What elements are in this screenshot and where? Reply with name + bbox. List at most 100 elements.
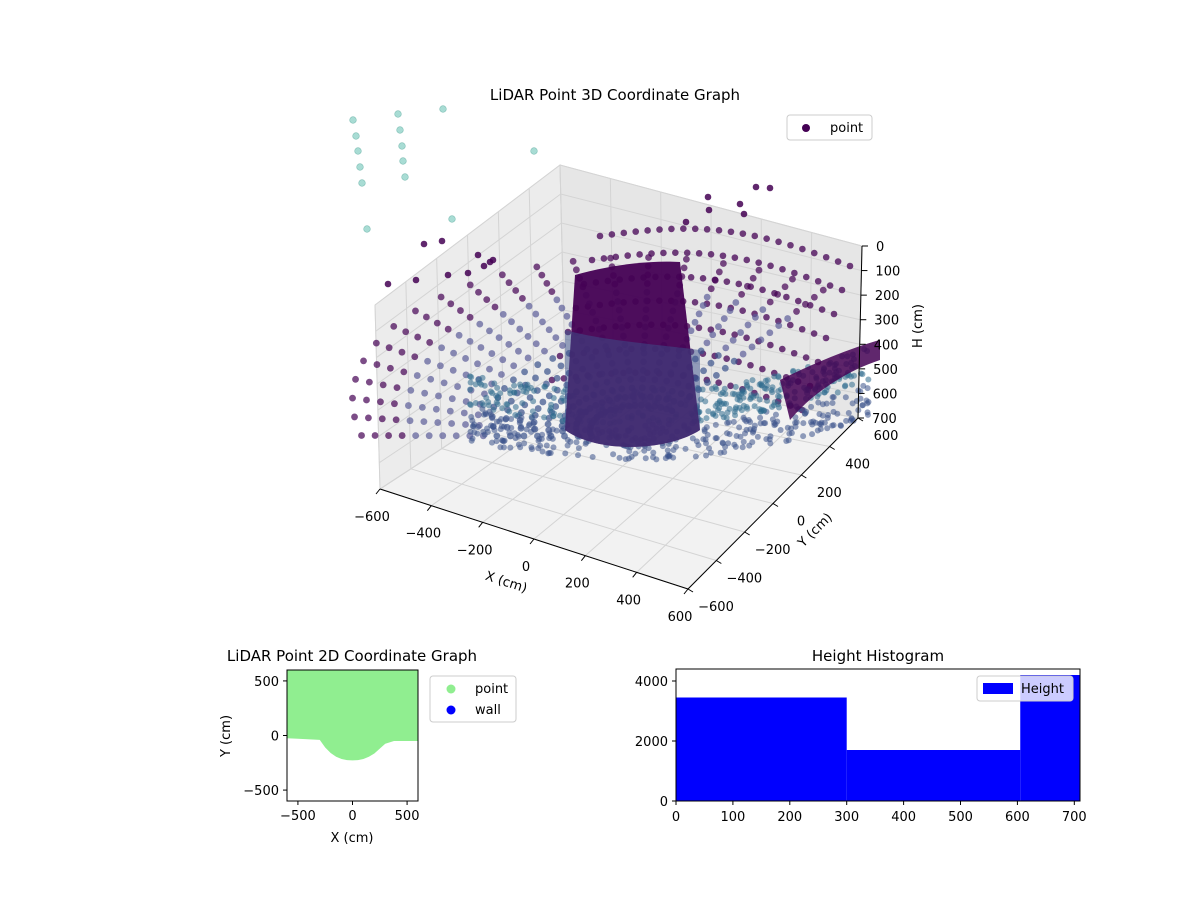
h-tick-label-3d: 600 xyxy=(873,387,898,402)
point-3d xyxy=(467,379,474,386)
point-3d xyxy=(628,453,635,460)
point-3d xyxy=(707,285,715,293)
point-3d xyxy=(562,450,569,457)
point-3d xyxy=(607,254,614,262)
point-3d xyxy=(789,275,796,283)
outlier-point-3d xyxy=(444,271,452,279)
point-3d xyxy=(712,421,719,428)
point-3d xyxy=(539,448,546,455)
point-3d xyxy=(791,269,798,277)
point-3d xyxy=(493,432,501,440)
point-3d xyxy=(494,395,501,402)
y-tick-label-2d: 0 xyxy=(271,730,279,745)
point-region-2d xyxy=(287,670,418,761)
point-3d xyxy=(544,420,552,428)
point-3d xyxy=(491,303,499,311)
chart-2d-title: LiDAR Point 2D Coordinate Graph xyxy=(227,647,477,665)
point-3d xyxy=(740,394,747,401)
legend-2d-wall-marker xyxy=(446,705,456,715)
point-3d xyxy=(687,274,695,281)
point-3d xyxy=(814,277,822,285)
point-3d xyxy=(483,394,490,401)
y-tick-mark xyxy=(716,560,722,564)
point-3d xyxy=(691,318,699,326)
point-3d xyxy=(624,252,632,259)
point-3d xyxy=(754,433,761,440)
outlier-point-3d xyxy=(448,215,456,223)
point-3d xyxy=(485,402,492,409)
y-tick-label-2d: −500 xyxy=(243,784,279,799)
grid-line-y xyxy=(441,448,745,533)
x-tick-mark xyxy=(683,588,689,595)
point-3d xyxy=(491,380,498,387)
point-3d xyxy=(730,357,738,365)
y-tick-label-3d: 400 xyxy=(845,458,870,473)
point-3d xyxy=(815,399,822,406)
point-3d xyxy=(414,333,422,341)
point-3d xyxy=(460,409,468,417)
point-3d xyxy=(506,429,513,436)
point-3d xyxy=(529,408,536,415)
point-3d xyxy=(508,415,515,422)
point-3d xyxy=(817,426,824,433)
point-3d xyxy=(393,384,401,392)
point-3d xyxy=(530,425,537,432)
point-3d xyxy=(822,253,830,261)
x-tick-mark xyxy=(375,488,381,495)
point-3d xyxy=(418,403,426,411)
point-3d xyxy=(518,423,525,430)
legend-histogram-swatch xyxy=(983,683,1013,694)
h-tick-label-3d: 100 xyxy=(875,265,900,280)
point-3d xyxy=(700,367,707,375)
point-3d xyxy=(466,281,474,289)
y-axis-label-2d: Y (cm) xyxy=(219,715,234,758)
point-3d xyxy=(539,318,546,326)
point-3d xyxy=(371,432,379,439)
point-3d xyxy=(616,454,623,461)
point-3d xyxy=(529,414,536,421)
point-3d xyxy=(537,442,544,449)
histogram-bar xyxy=(846,750,1021,801)
point-3d xyxy=(830,408,837,415)
point-3d xyxy=(479,406,486,413)
point-3d xyxy=(718,400,725,407)
point-3d xyxy=(682,445,689,452)
outlier-point-3d xyxy=(736,200,744,208)
point-3d xyxy=(665,451,672,458)
point-3d xyxy=(691,299,699,306)
point-3d xyxy=(762,420,769,427)
point-3d xyxy=(622,456,629,463)
point-3d xyxy=(488,439,495,446)
point-3d xyxy=(864,411,871,418)
point-3d xyxy=(857,395,864,402)
point-3d xyxy=(744,321,752,329)
point-3d xyxy=(482,411,489,418)
point-3d xyxy=(420,418,428,426)
point-3d xyxy=(778,345,786,353)
point-3d xyxy=(802,300,809,308)
point-3d xyxy=(541,347,548,355)
point-3d xyxy=(494,384,501,391)
point-3d xyxy=(466,313,474,321)
point-3d xyxy=(743,334,750,342)
point-3d xyxy=(385,432,392,439)
point-3d xyxy=(553,374,561,382)
point-3d xyxy=(500,444,507,451)
point-3d xyxy=(784,315,792,322)
point-3d xyxy=(645,254,652,261)
point-3d xyxy=(541,383,548,390)
point-3d xyxy=(462,421,469,428)
point-3d xyxy=(691,225,699,233)
point-3d xyxy=(436,362,444,370)
point-3d xyxy=(777,427,784,434)
point-3d xyxy=(707,359,715,367)
point-3d xyxy=(432,405,440,413)
point-3d xyxy=(398,432,406,439)
point-3d xyxy=(467,386,474,393)
point-3d xyxy=(707,449,714,456)
point-3d xyxy=(739,307,746,314)
point-3d xyxy=(723,400,730,407)
point-3d xyxy=(656,226,663,233)
y-tick-mark xyxy=(687,588,694,593)
x-tick-label-histogram: 0 xyxy=(672,810,680,825)
